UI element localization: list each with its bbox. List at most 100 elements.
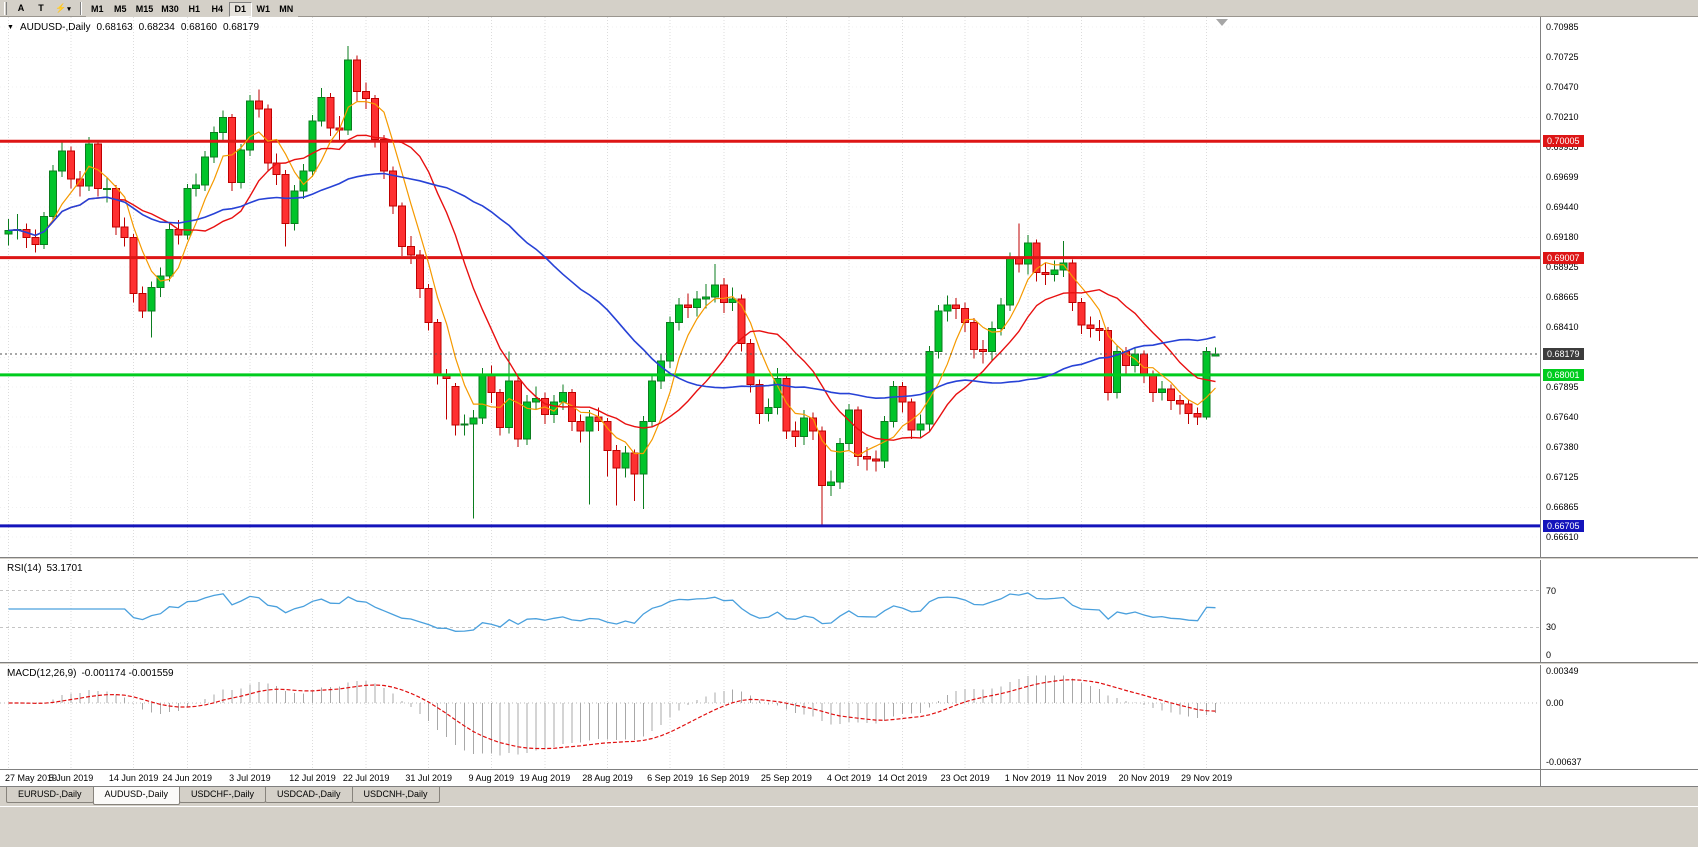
chart-tab-usdchf[interactable]: USDCHF-,Daily xyxy=(179,787,267,803)
date-label: 19 Aug 2019 xyxy=(519,773,571,783)
macd-label: MACD(12,26,9) -0.001174 -0.001559 xyxy=(7,668,174,679)
text-label-tool-button[interactable]: T xyxy=(31,0,51,16)
date-label: 31 Jul 2019 xyxy=(405,773,452,783)
date-label: 22 Jul 2019 xyxy=(342,773,390,783)
rsi-indicator-panel: 70 30 0 RSI(14) 53.1701 xyxy=(0,560,1698,662)
timeframe-button-h1[interactable]: H1 xyxy=(182,1,206,17)
chart-title: ▼ AUDUSD-,Daily 0.68163 0.68234 0.68160 … xyxy=(7,22,259,33)
chevron-down-icon: ▾ xyxy=(67,5,71,13)
price-tick-label: 0.70985 xyxy=(1546,22,1579,32)
macd-indicator-panel: 0.00349 0.00 -0.00637 MACD(12,26,9) -0.0011… xyxy=(0,665,1698,769)
chart-tab-audusd[interactable]: AUDUSD-,Daily xyxy=(92,787,181,805)
timeframe-button-w1[interactable]: W1 xyxy=(251,1,275,17)
collapse-triangle-icon[interactable]: ▼ xyxy=(7,23,14,31)
price-tick-label: 0.67125 xyxy=(1546,471,1579,482)
date-label: 12 Jul 2019 xyxy=(289,773,336,783)
toolbar: A T ⚡▾ M1 M5 M15 M30 H1 H4 D1 W1 MN xyxy=(0,0,1698,17)
rsi-scale[interactable]: 70 30 0 xyxy=(1540,560,1698,662)
price-tick-label: 0.66865 xyxy=(1546,502,1579,513)
price-tick-label: 0.67895 xyxy=(1546,382,1579,393)
price-tick-label: 0.68410 xyxy=(1546,322,1579,333)
chart-tab-eurusd[interactable]: EURUSD-,Daily xyxy=(6,787,94,803)
chart-symbol-label: AUDUSD-,Daily xyxy=(19,22,91,33)
timeframe-button-group: M1 M5 M15 M30 H1 H4 D1 W1 MN xyxy=(85,0,298,17)
date-label: 23 Oct 2019 xyxy=(940,773,990,783)
timeframe-button-m30[interactable]: M30 xyxy=(157,1,183,17)
date-label: 24 Jun 2019 xyxy=(162,773,213,783)
date-label: 11 Nov 2019 xyxy=(1056,773,1107,783)
timeframe-button-m5[interactable]: M5 xyxy=(108,1,132,17)
macd-scale[interactable]: 0.00349 0.00 -0.00637 xyxy=(1540,665,1698,769)
chart-tab-bar: EURUSD-,Daily AUDUSD-,Daily USDCHF-,Daily U… xyxy=(0,786,1698,806)
arrow-text-tool-button[interactable]: A xyxy=(11,0,31,16)
price-level-badge: 0.68001 xyxy=(1543,368,1584,381)
ohlc-low-value: 0.68160 xyxy=(180,22,217,33)
price-tick-label: 0.69440 xyxy=(1546,202,1579,213)
price-level-badge: 0.66705 xyxy=(1543,519,1584,532)
macd-indicator-values: -0.001174 -0.001559 xyxy=(81,668,174,679)
price-tick-label: 0.67640 xyxy=(1546,411,1579,422)
panel-divider[interactable] xyxy=(0,662,1698,665)
price-tick-label: 0.68665 xyxy=(1546,292,1579,303)
date-label: 16 Sep 2019 xyxy=(698,773,750,783)
lightning-icon: ⚡ xyxy=(55,2,67,13)
rsi-chart-canvas[interactable] xyxy=(0,560,1540,662)
date-label: 29 Nov 2019 xyxy=(1181,773,1233,783)
rsi-label: RSI(14) 53.1701 xyxy=(7,563,83,574)
toolbar-grip[interactable] xyxy=(4,1,7,15)
ohlc-high-value: 0.68234 xyxy=(138,22,175,33)
main-chart-panel: 0.709850.707250.704700.702100.699550.696… xyxy=(0,17,1698,557)
price-tick-label: 0.69180 xyxy=(1546,232,1579,243)
macd-level-label: 0.00349 xyxy=(1546,665,1579,676)
time-axis[interactable]: 27 May 2019 5 Jun 2019 14 Jun 2019 24 Jun 2… xyxy=(0,769,1698,786)
date-label: 4 Oct 2019 xyxy=(826,773,871,783)
date-label: 25 Sep 2019 xyxy=(760,773,812,783)
ohlc-open-value: 0.68163 xyxy=(96,22,133,33)
date-label: 1 Nov 2019 xyxy=(1004,773,1051,783)
ohlc-close-value: 0.68179 xyxy=(222,22,260,33)
rsi-indicator-name: RSI(14) xyxy=(7,563,42,574)
status-bar xyxy=(0,806,1698,847)
price-chart-canvas[interactable] xyxy=(0,17,1540,557)
price-level-badge: 0.69007 xyxy=(1543,251,1584,264)
date-label: 28 Aug 2019 xyxy=(582,773,633,783)
date-label: 9 Aug 2019 xyxy=(468,773,515,783)
macd-indicator-name: MACD(12,26,9) xyxy=(7,668,77,679)
price-tick-label: 0.70210 xyxy=(1546,112,1579,123)
price-level-badge: 0.70005 xyxy=(1543,135,1584,148)
timeframe-button-h4[interactable]: H4 xyxy=(205,1,229,17)
date-label: 14 Oct 2019 xyxy=(878,773,928,783)
date-label: 5 Jun 2019 xyxy=(48,773,94,783)
price-tick-label: 0.66610 xyxy=(1546,532,1579,542)
date-label: 3 Jul 2019 xyxy=(229,773,271,783)
macd-level-label: 0.00 xyxy=(1546,698,1564,708)
timeframe-button-m15[interactable]: M15 xyxy=(131,1,158,17)
rsi-level-label: 30 xyxy=(1546,622,1557,633)
price-tick-label: 0.69699 xyxy=(1546,171,1579,182)
date-label: 27 May 2019 xyxy=(4,773,58,783)
chart-tab-usdcnh[interactable]: USDCNH-,Daily xyxy=(351,787,440,803)
date-label: 20 Nov 2019 xyxy=(1118,773,1170,783)
price-tick-label: 0.67380 xyxy=(1546,442,1579,453)
date-label: 14 Jun 2019 xyxy=(108,773,159,783)
toolbar-separator xyxy=(79,1,81,15)
timeframe-button-d1[interactable]: D1 xyxy=(228,1,252,17)
chart-tab-usdcad[interactable]: USDCAD-,Daily xyxy=(265,787,353,803)
scale-separator-line xyxy=(1540,770,1541,786)
timeframe-button-mn[interactable]: MN xyxy=(274,1,298,17)
rsi-level-label: 0 xyxy=(1546,650,1552,660)
current-price-badge: 0.68179 xyxy=(1543,348,1584,361)
timeframe-button-m1[interactable]: M1 xyxy=(85,1,109,17)
price-tick-label: 0.68925 xyxy=(1546,262,1579,273)
rsi-indicator-value: 53.1701 xyxy=(46,563,83,574)
price-scale[interactable]: 0.709850.707250.704700.702100.699550.696… xyxy=(1540,17,1698,557)
macd-level-label: -0.00637 xyxy=(1546,756,1582,767)
price-tick-label: 0.70470 xyxy=(1546,82,1579,93)
date-label: 6 Sep 2019 xyxy=(647,773,694,783)
quick-trade-tool-button[interactable]: ⚡▾ xyxy=(51,0,75,16)
rsi-level-label: 70 xyxy=(1546,585,1557,596)
panel-divider[interactable] xyxy=(0,557,1698,560)
macd-chart-canvas[interactable] xyxy=(0,665,1540,769)
price-tick-label: 0.70725 xyxy=(1546,52,1579,63)
